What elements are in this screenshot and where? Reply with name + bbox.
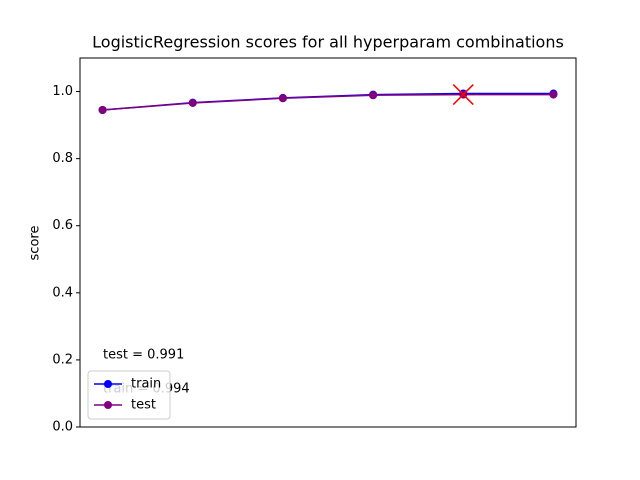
plot-frame bbox=[79, 57, 577, 428]
legend: train test bbox=[87, 370, 171, 420]
y-axis-label: score bbox=[28, 226, 43, 261]
y-tick-label: 0.6 bbox=[52, 218, 73, 233]
y-tick-label: 1.0 bbox=[52, 84, 73, 99]
y-tick-label: 0.4 bbox=[52, 285, 73, 300]
y-tick-label: 0.0 bbox=[52, 420, 73, 435]
legend-label: train bbox=[131, 377, 161, 392]
y-tick-label: 0.8 bbox=[52, 151, 73, 166]
best-marker bbox=[452, 84, 474, 106]
point bbox=[549, 90, 558, 99]
point bbox=[369, 91, 378, 100]
legend-label: test bbox=[131, 398, 156, 413]
legend-marker bbox=[104, 401, 112, 409]
point bbox=[188, 98, 197, 107]
chart-title: LogisticRegression scores for all hyperp… bbox=[92, 33, 564, 52]
point bbox=[278, 94, 287, 103]
point bbox=[98, 105, 107, 114]
y-tick-label: 0.2 bbox=[52, 352, 73, 367]
legend-marker bbox=[104, 380, 112, 388]
series-line bbox=[102, 93, 554, 111]
annotation: test = 0.991 bbox=[103, 348, 184, 363]
